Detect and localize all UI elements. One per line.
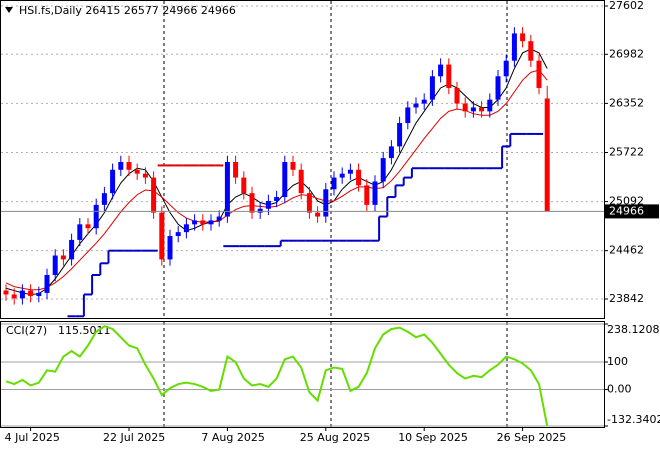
y-tick-label: 25722 [609, 145, 644, 158]
candle-body [85, 224, 91, 229]
last-price-box [605, 204, 659, 219]
candle-body [380, 158, 386, 182]
candle-body [487, 99, 493, 112]
candle-body [356, 169, 362, 186]
candle-body [429, 76, 435, 100]
candle-body [28, 290, 34, 297]
indicator-value: 115.5011 [58, 324, 111, 337]
indicator-y-tick-label: 100 [607, 355, 628, 368]
indicator-panel-frame [0, 321, 605, 428]
candle-body [142, 173, 148, 178]
candle-body [520, 33, 526, 42]
candle-body [397, 123, 403, 147]
indicator-title: CCI(27) [6, 324, 47, 337]
candle-body [265, 200, 271, 209]
candle-body [36, 292, 42, 297]
candle-body [388, 146, 394, 159]
title-arrow [5, 7, 13, 13]
candle-body [282, 161, 288, 198]
indicator-y-tick-label: -132.3402 [607, 413, 660, 426]
candle-body [11, 294, 17, 299]
candle-body [110, 169, 116, 194]
candle-body [192, 220, 198, 225]
candle-body [536, 60, 542, 88]
candle-body [233, 161, 239, 178]
y-tick-label: 24462 [609, 244, 644, 257]
candle-body [511, 33, 517, 61]
x-tick-label: 25 Aug 2025 [300, 431, 370, 444]
y-tick-label: 23842 [609, 292, 644, 305]
indicator-line [5, 325, 549, 427]
candle-body [470, 107, 476, 112]
period-separators [163, 1, 508, 427]
candle-body [200, 220, 206, 225]
candle-body [290, 161, 296, 170]
candle-body [257, 208, 263, 213]
candle-body [208, 220, 214, 225]
candle-body [315, 212, 321, 217]
candle-body [495, 76, 501, 100]
x-tick-label: 7 Aug 2025 [201, 431, 264, 444]
candle-body [19, 290, 25, 299]
candle-body [126, 161, 132, 170]
candle-body [421, 99, 427, 104]
candle-body [298, 169, 304, 194]
x-tick-label: 22 Jul 2025 [103, 431, 165, 444]
candle-body [413, 103, 419, 108]
candle-body [175, 232, 181, 237]
candle-body [503, 60, 509, 77]
candle-body [3, 290, 9, 295]
indicator-y-tick-label: 238.1208 [607, 323, 660, 336]
x-tick-label: 26 Sep 2025 [497, 431, 567, 444]
candle-body [60, 255, 66, 260]
candle-body [93, 204, 99, 229]
candle-body [249, 193, 255, 213]
candle-body [159, 212, 165, 260]
candle-body [241, 177, 247, 194]
candle-body [69, 239, 75, 260]
main-panel-frame [0, 0, 605, 319]
candle-body [339, 173, 345, 178]
x-tick-label: 10 Sep 2025 [398, 431, 468, 444]
x-tick-label: 4 Jul 2025 [5, 431, 60, 444]
candle-body [77, 224, 83, 240]
candle-body [364, 185, 370, 205]
candle-body [224, 161, 230, 217]
chart-title: HSI.fs,Daily 26415 26577 24966 24966 [19, 4, 236, 17]
candle-body [372, 181, 378, 205]
candle-body [347, 169, 353, 174]
candle-body [101, 193, 107, 205]
candle-body [438, 64, 444, 77]
candle-body [44, 274, 50, 293]
candle-body [52, 255, 58, 275]
candle-body [454, 87, 460, 104]
candle-body [167, 236, 173, 260]
candle-body [331, 177, 337, 190]
candle-body [462, 103, 468, 112]
candle-body [544, 98, 550, 212]
candle-body [323, 189, 329, 217]
y-tick-label: 25092 [609, 195, 644, 208]
candle-body [274, 197, 280, 201]
y-tick-label: 26352 [609, 96, 644, 109]
candle-body [306, 193, 312, 213]
candle-body [134, 169, 140, 174]
candle-body [151, 177, 157, 213]
candle-body [183, 224, 189, 233]
indicator-y-tick-label: 0.00 [607, 383, 632, 396]
candle-body [216, 216, 222, 221]
candle-body [118, 161, 124, 170]
y-tick-label: 26982 [609, 47, 644, 60]
y-tick-label: 27602 [609, 0, 644, 12]
candle-body [446, 64, 452, 88]
candle-body [405, 107, 411, 124]
candle-body [528, 41, 534, 61]
last-price-label: 24966 [609, 204, 644, 217]
candle-body [479, 107, 485, 112]
